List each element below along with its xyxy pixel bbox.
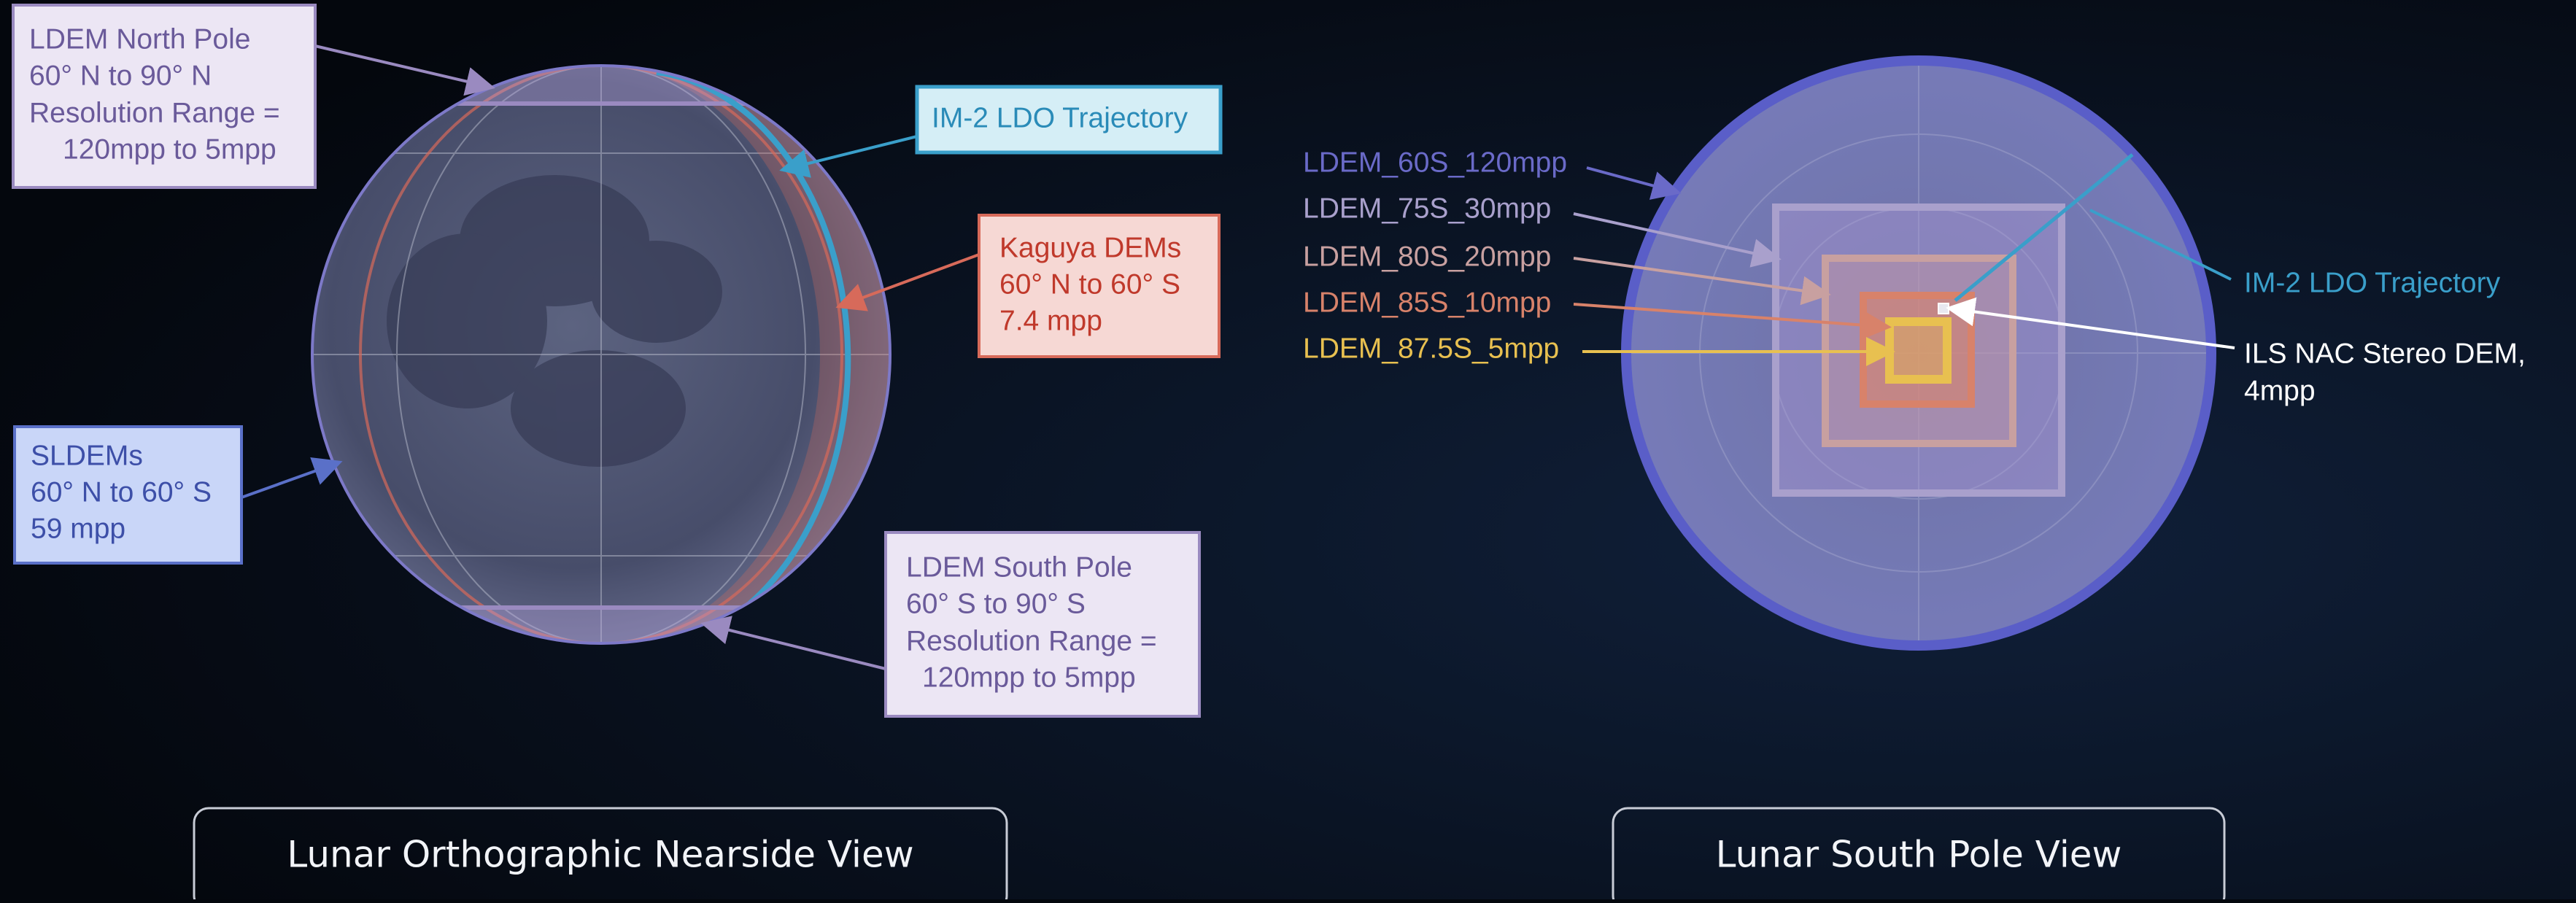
view-title: Lunar Orthographic Nearside View [287, 834, 913, 876]
callout-north-pole: LDEM North Pole 60° N to 90° N Resolutio… [12, 4, 495, 189]
callout-sldem: SLDEMs 60° N to 60° S 59 mpp [13, 425, 343, 565]
callout-text: 7.4 mpp [999, 305, 1102, 336]
callout-south-pole: LDEM South Pole 60° S to 90° S Resolutio… [700, 531, 1201, 718]
ils-label: ILS NAC Stereo DEM, [2244, 338, 2526, 369]
callout-text: 60° S to 90° S [906, 588, 1086, 619]
dem-label: LDEM_87.5S_5mpp [1303, 333, 1559, 364]
dem-label: LDEM_75S_30mpp [1303, 193, 1551, 224]
callout-text: 60° N to 60° S [999, 268, 1180, 300]
view-title-left: Lunar Orthographic Nearside View [193, 807, 1008, 903]
dem-label: LDEM_60S_120mpp [1303, 147, 1567, 178]
callout-text: SLDEMs [31, 440, 143, 471]
view-title-right: Lunar South Pole View [1612, 807, 2226, 903]
callout-text: Resolution Range = [906, 625, 1157, 656]
callout-text: 59 mpp [31, 513, 125, 544]
callout-im2-left: IM-2 LDO Trajectory [779, 85, 1223, 178]
callout-kaguya: Kaguya DEMs 60° N to 60° S 7.4 mpp [835, 214, 1221, 358]
ils-label: 4mpp [2244, 375, 2316, 406]
dem-label: LDEM_80S_20mpp [1303, 241, 1551, 272]
callout-text: 60° N to 90° N [29, 60, 212, 91]
nearside-globe [311, 64, 891, 645]
callout-text: LDEM South Pole [906, 551, 1132, 583]
trajectory-label: IM-2 LDO Trajectory [2244, 267, 2501, 298]
callout-text: Kaguya DEMs [999, 232, 1181, 263]
dem-label: LDEM_85S_10mpp [1303, 287, 1551, 318]
right-labels: LDEM_60S_120mpp LDEM_75S_30mpp LDEM_80S_… [1303, 147, 2526, 406]
callout-text: IM-2 LDO Trajectory [932, 102, 1188, 133]
callout-text: 60° N to 60° S [31, 476, 212, 508]
callout-text: 120mpp to 5mpp [63, 133, 276, 165]
callout-text: 120mpp to 5mpp [922, 662, 1136, 693]
view-title: Lunar South Pole View [1716, 834, 2122, 876]
callout-text: LDEM North Pole [29, 23, 250, 55]
callout-text: Resolution Range = [29, 97, 280, 128]
